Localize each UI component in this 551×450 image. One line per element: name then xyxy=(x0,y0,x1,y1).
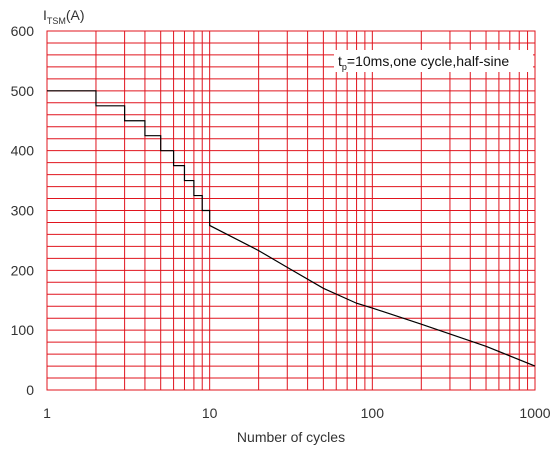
annotation-box xyxy=(334,50,533,72)
y-tick-label: 0 xyxy=(26,382,34,398)
series-layer xyxy=(47,90,536,367)
plot-frame xyxy=(46,30,536,391)
grid-lines xyxy=(46,30,536,391)
x-axis-label: Number of cycles xyxy=(237,429,345,445)
y-tick-label: 400 xyxy=(11,143,35,159)
y-tick-label: 600 xyxy=(11,23,35,39)
x-tick-label: 100 xyxy=(361,405,385,421)
y-axis-label: ITSM(A) xyxy=(43,7,85,26)
x-tick-label: 1000 xyxy=(519,405,550,421)
y-tick-label: 100 xyxy=(11,322,35,338)
y-tick-label: 300 xyxy=(11,203,35,219)
tick-labels: 0 100 200 300 400 500 600 1 10 100 1000 xyxy=(11,23,551,421)
y-tick-label: 200 xyxy=(11,262,35,278)
series-line-1 xyxy=(47,90,536,367)
x-tick-label: 1 xyxy=(43,405,51,421)
chart-annotation: tp=10ms,one cycle,half-sine xyxy=(338,53,509,72)
x-tick-label: 10 xyxy=(202,405,218,421)
y-tick-label: 500 xyxy=(11,83,35,99)
